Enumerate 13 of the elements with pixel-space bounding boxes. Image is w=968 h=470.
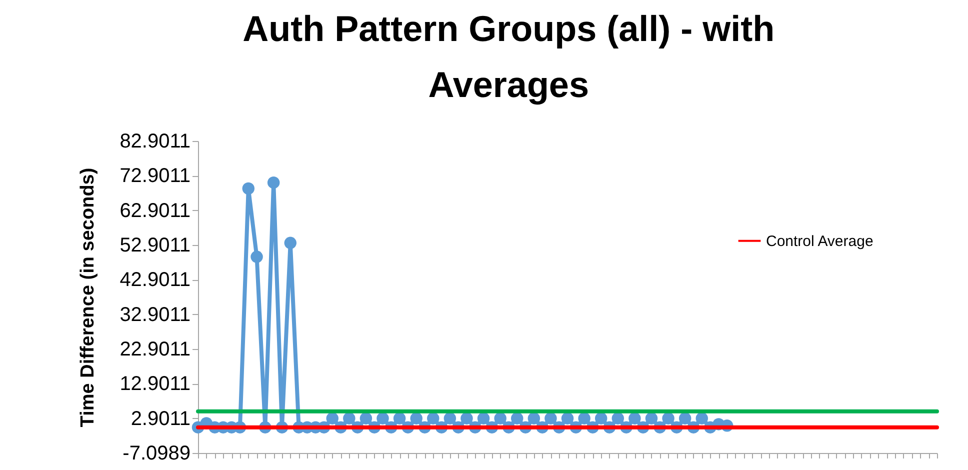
y-tick-label: 52.9011: [120, 234, 190, 256]
chart-title: Auth Pattern Groups (all) - with Averages: [242, 8, 775, 105]
y-tick-label: 22.9011: [120, 338, 190, 360]
y-tick-label: 2.9011: [130, 408, 190, 430]
y-axis-title: Time Difference (in seconds): [78, 168, 99, 428]
y-tick-label: -7.0989: [122, 442, 190, 464]
y-tick-label: 12.9011: [120, 373, 190, 396]
y-tick-label: 32.9011: [120, 304, 190, 326]
y-tick-label: 62.9011: [120, 200, 190, 222]
y-tick-label: 72.9011: [120, 165, 190, 188]
y-tick-label: 42.9011: [120, 269, 190, 292]
y-tick-label: 82.9011: [120, 130, 190, 152]
legend-label: Control Average: [766, 232, 874, 250]
